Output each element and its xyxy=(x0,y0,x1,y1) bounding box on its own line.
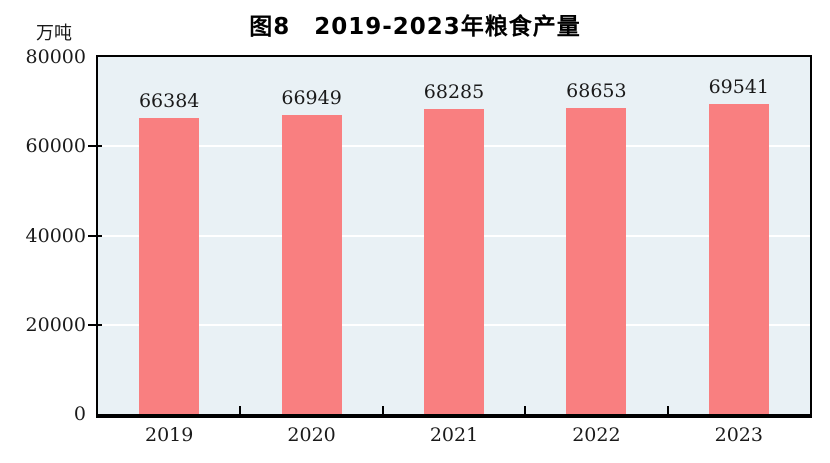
bar xyxy=(139,117,200,414)
x-axis-label: 2023 xyxy=(714,424,763,446)
x-axis-label: 2019 xyxy=(145,424,194,446)
y-axis-tick-label: 0 xyxy=(73,403,86,425)
y-axis-tick-label: 60000 xyxy=(25,135,86,158)
y-axis-tick-label: 80000 xyxy=(25,46,86,68)
bar-value-label: 66949 xyxy=(281,87,342,110)
bar xyxy=(566,107,627,414)
bar xyxy=(424,109,484,414)
x-axis-label: 2022 xyxy=(572,424,621,446)
bar-value-label: 68653 xyxy=(566,79,627,102)
plot-area: 66384 66949 68285 68653 69541 xyxy=(96,55,812,418)
x-axis-label: 2020 xyxy=(287,424,336,446)
y-axis-tick-label: 40000 xyxy=(25,224,86,247)
bar-value-label: 68285 xyxy=(423,81,485,104)
chart-title: 图8 2019-2023年粮食产量 xyxy=(249,14,581,40)
x-axis-label: 2021 xyxy=(429,424,479,446)
bar xyxy=(281,115,342,414)
bar xyxy=(708,103,769,414)
y-axis-unit-label: 万吨 xyxy=(36,23,72,44)
bar-value-label: 66384 xyxy=(138,89,200,112)
bar-value-label: 69541 xyxy=(708,75,770,98)
y-axis-tick-label: 20000 xyxy=(25,313,86,336)
